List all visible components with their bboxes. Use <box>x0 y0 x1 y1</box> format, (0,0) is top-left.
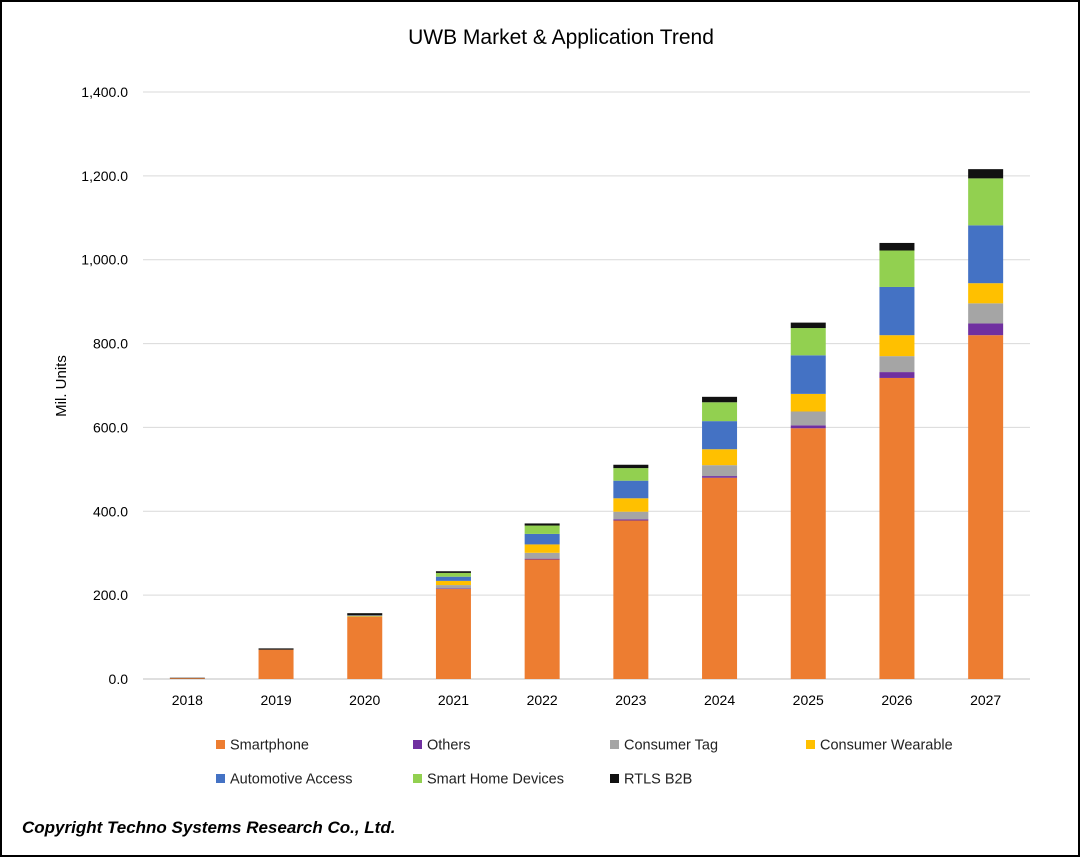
bar-segment-rtls-b2b-2022 <box>524 523 560 526</box>
bar-segment-consumer-wearable-2026 <box>879 335 915 357</box>
bars <box>169 169 1004 679</box>
legend-swatch-consumer-wearable <box>806 740 815 749</box>
x-tick-label: 2022 <box>527 692 558 708</box>
bar-segment-automotive-access-2022 <box>524 533 560 545</box>
bar-segment-consumer-tag-2026 <box>879 356 915 373</box>
bar-segment-others-2026 <box>879 372 915 378</box>
y-axis-label: Mil. Units <box>53 355 70 417</box>
bar-segment-others-2021 <box>435 588 471 589</box>
legend-swatch-rtls-b2b <box>610 774 619 783</box>
legend-label-consumer-tag: Consumer Tag <box>624 738 718 754</box>
bar-segment-rtls-b2b-2018 <box>169 677 205 679</box>
legend-swatch-automotive-access <box>216 774 225 783</box>
legend-swatch-others <box>413 740 422 749</box>
bar-segment-automotive-access-2021 <box>435 576 471 581</box>
bar-segment-smartphone-2019 <box>258 649 294 679</box>
legend-swatch-consumer-tag <box>610 740 619 749</box>
bar-segment-consumer-tag-2024 <box>702 465 738 477</box>
bar-segment-consumer-wearable-2025 <box>790 393 826 412</box>
bar-segment-smart-home-devices-2027 <box>968 178 1004 226</box>
bar-segment-consumer-tag-2027 <box>968 303 1004 324</box>
bar-segment-consumer-wearable-2023 <box>613 498 649 512</box>
bar-segment-rtls-b2b-2026 <box>879 242 915 251</box>
bar-segment-consumer-tag-2025 <box>790 411 826 426</box>
bar-segment-consumer-wearable-2024 <box>702 449 738 466</box>
legend-label-automotive-access: Automotive Access <box>230 772 353 788</box>
bar-segment-smartphone-2020 <box>347 616 383 679</box>
bar-segment-rtls-b2b-2021 <box>435 571 471 573</box>
legend-label-smartphone: Smartphone <box>230 738 309 754</box>
bar-segment-smartphone-2023 <box>613 520 649 679</box>
x-axis-ticks: 2018 2019 2020 2021 2022 2023 2024 2025 2026 2027 <box>172 692 1002 708</box>
x-tick-label: 2025 <box>793 692 824 708</box>
bar-segment-consumer-wearable-2022 <box>524 544 560 553</box>
bar-segment-others-2025 <box>790 425 826 429</box>
bar-segment-smartphone-2027 <box>968 335 1004 679</box>
bar-segment-automotive-access-2026 <box>879 286 915 336</box>
bar-segment-rtls-b2b-2024 <box>702 396 738 403</box>
bar-segment-consumer-tag-2023 <box>613 511 649 520</box>
chart-title: UWB Market & Application Trend <box>408 26 714 49</box>
y-tick-label: 0.0 <box>109 671 129 687</box>
x-tick-label: 2027 <box>970 692 1001 708</box>
y-tick-label: 1,200.0 <box>81 168 128 184</box>
x-tick-label: 2018 <box>172 692 203 708</box>
legend-swatch-smart-home-devices <box>413 774 422 783</box>
x-tick-label: 2020 <box>349 692 380 708</box>
bar-segment-consumer-tag-2021 <box>435 585 471 589</box>
legend-swatch-smartphone <box>216 740 225 749</box>
bar-segment-smart-home-devices-2025 <box>790 328 826 356</box>
y-tick-label: 800.0 <box>93 336 128 352</box>
bar-segment-automotive-access-2027 <box>968 225 1004 284</box>
bar-segment-rtls-b2b-2023 <box>613 464 649 469</box>
x-tick-label: 2023 <box>615 692 646 708</box>
bar-segment-consumer-tag-2020 <box>347 616 383 618</box>
bar-segment-smart-home-devices-2024 <box>702 402 738 422</box>
bar-segment-smart-home-devices-2023 <box>613 468 649 481</box>
bar-segment-rtls-b2b-2019 <box>258 648 294 650</box>
x-tick-label: 2024 <box>704 692 735 708</box>
y-tick-label: 400.0 <box>93 503 128 519</box>
bar-segment-rtls-b2b-2020 <box>347 613 383 616</box>
legend-label-others: Others <box>427 738 471 754</box>
y-tick-label: 1,400.0 <box>81 84 128 100</box>
bar-segment-smartphone-2026 <box>879 377 915 679</box>
x-tick-label: 2026 <box>881 692 912 708</box>
bar-segment-automotive-access-2023 <box>613 480 649 499</box>
bar-segment-smartphone-2021 <box>435 588 471 679</box>
bar-segment-consumer-wearable-2021 <box>435 580 471 586</box>
bar-segment-smart-home-devices-2021 <box>435 572 471 577</box>
y-axis-ticks: 0.0 200.0 400.0 600.0 800.0 1,000.0 1,200.0 1,4… <box>81 84 128 687</box>
bar-segment-consumer-wearable-2027 <box>968 283 1004 304</box>
bar-segment-automotive-access-2020 <box>347 615 383 616</box>
bar-segment-smartphone-2018 <box>169 678 205 679</box>
bar-segment-others-2027 <box>968 323 1004 336</box>
legend-label-smart-home-devices: Smart Home Devices <box>427 772 564 788</box>
bar-segment-others-2023 <box>613 519 649 521</box>
bar-segment-smart-home-devices-2022 <box>524 525 560 534</box>
bar-segment-rtls-b2b-2027 <box>968 169 1004 179</box>
bar-segment-smartphone-2025 <box>790 428 826 679</box>
bar-segment-automotive-access-2025 <box>790 355 826 394</box>
bar-segment-consumer-tag-2022 <box>524 552 560 559</box>
bar-segment-others-2024 <box>702 476 738 478</box>
y-tick-label: 1,000.0 <box>81 252 128 268</box>
x-tick-label: 2019 <box>260 692 291 708</box>
legend-label-rtls-b2b: RTLS B2B <box>624 772 692 788</box>
legend-label-consumer-wearable: Consumer Wearable <box>820 738 953 754</box>
bar-segment-others-2022 <box>524 558 560 560</box>
bar-segment-rtls-b2b-2025 <box>790 322 826 329</box>
y-tick-label: 600.0 <box>93 419 128 435</box>
bar-segment-smartphone-2022 <box>524 559 560 679</box>
bar-segment-consumer-wearable-2020 <box>347 615 383 617</box>
bar-segment-smartphone-2024 <box>702 477 738 679</box>
legend: Smartphone Others Consumer Tag Consumer Wea… <box>216 738 953 788</box>
x-tick-label: 2021 <box>438 692 469 708</box>
copyright-text: Copyright Techno Systems Research Co., L… <box>22 818 396 837</box>
bar-segment-automotive-access-2024 <box>702 421 738 450</box>
y-tick-label: 200.0 <box>93 587 128 603</box>
bar-segment-smart-home-devices-2026 <box>879 250 915 287</box>
